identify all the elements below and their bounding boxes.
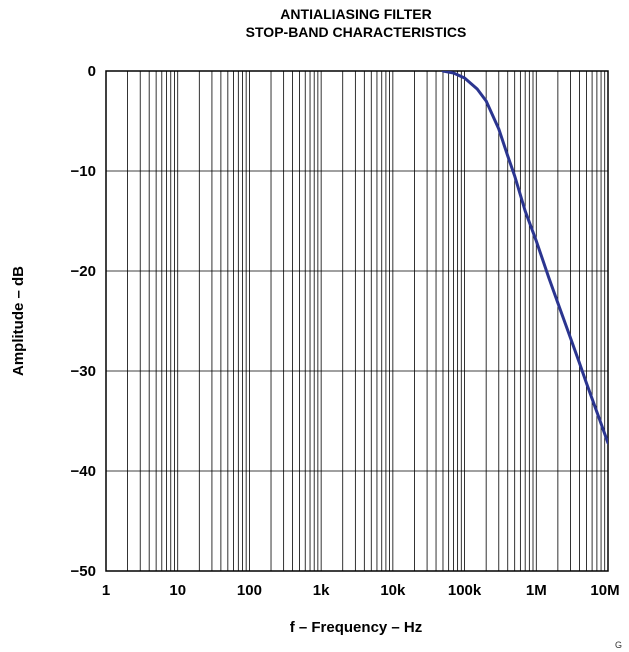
y-tick-label: −50 [71,563,96,580]
x-tick-label: 1M [526,582,547,599]
x-tick-label: 10k [380,582,406,599]
x-tick-label: 1 [102,582,110,599]
x-tick-label: 100k [448,582,482,599]
y-axis-label: Amplitude – dB [10,266,27,376]
y-tick-labels: 0 −10 −20 −30 −40 −50 [71,63,96,580]
x-tick-label: 1k [313,582,330,599]
chart-subtitle: STOP-BAND CHARACTERISTICS [246,24,467,40]
plot-area-frame [105,70,609,572]
x-tick-label: 10M [590,582,619,599]
x-axis-label: f – Frequency – Hz [290,619,423,636]
y-tick-label: −20 [71,263,96,280]
x-tick-labels: 1 10 100 1k 10k 100k 1M 10M [102,582,620,599]
y-tick-label: −40 [71,463,96,480]
chart-title: ANTIALIASING FILTER [280,6,431,22]
series-line-1 [441,71,608,445]
x-tick-label: 10 [169,582,186,599]
grid [105,70,608,572]
y-tick-label: −10 [71,163,96,180]
series-group [441,71,608,445]
y-tick-label: −30 [71,363,96,380]
x-tick-label: 100 [237,582,262,599]
y-tick-label: 0 [88,63,96,80]
figure-footnote: G [615,640,622,650]
